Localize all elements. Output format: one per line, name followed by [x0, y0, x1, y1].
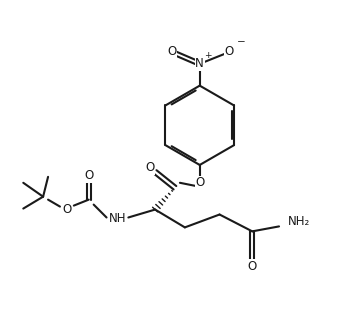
Text: +: + [204, 51, 211, 60]
Text: O: O [225, 45, 234, 59]
Text: NH: NH [109, 212, 126, 225]
Text: O: O [167, 45, 176, 59]
Text: O: O [248, 259, 257, 273]
Text: O: O [84, 169, 93, 182]
Text: O: O [195, 176, 204, 189]
Text: O: O [62, 203, 72, 216]
Text: O: O [146, 162, 155, 174]
Text: −: − [236, 37, 245, 47]
Text: N: N [195, 57, 204, 70]
Text: NH₂: NH₂ [288, 215, 310, 228]
